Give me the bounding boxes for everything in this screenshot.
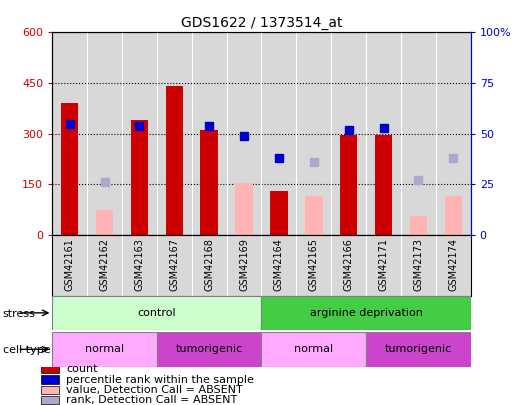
Bar [166,86,183,235]
Text: stress: stress [3,309,36,319]
Bar [235,183,253,235]
Bar [52,296,262,330]
Text: GSM42162: GSM42162 [99,238,110,291]
Text: tumorigenic: tumorigenic [176,344,243,354]
Bar [61,103,78,235]
Bar [157,332,262,367]
Text: count: count [66,364,98,374]
Bar [340,135,357,235]
Text: tumorigenic: tumorigenic [385,344,452,354]
Text: GSM42165: GSM42165 [309,238,319,291]
Text: GSM42161: GSM42161 [65,238,75,291]
Bar [96,210,113,235]
Bar [41,375,59,384]
Bar [41,365,59,373]
Text: GSM42171: GSM42171 [379,238,389,291]
Text: normal: normal [294,344,333,354]
Bar [305,196,323,235]
Text: GSM42167: GSM42167 [169,238,179,291]
Text: rank, Detection Call = ABSENT: rank, Detection Call = ABSENT [66,395,237,405]
Text: control: control [138,308,176,318]
Text: percentile rank within the sample: percentile rank within the sample [66,375,254,385]
Bar [262,332,366,367]
Text: GSM42166: GSM42166 [344,238,354,291]
Bar [410,216,427,235]
Text: arginine deprivation: arginine deprivation [310,308,423,318]
Text: cell type: cell type [3,345,50,355]
Bar [262,296,471,330]
Title: GDS1622 / 1373514_at: GDS1622 / 1373514_at [181,16,342,30]
Text: GSM42163: GSM42163 [134,238,144,291]
Text: GSM42173: GSM42173 [413,238,424,291]
Bar [52,332,157,367]
Text: value, Detection Call = ABSENT: value, Detection Call = ABSENT [66,385,243,395]
Text: GSM42174: GSM42174 [448,238,458,291]
Bar [375,135,392,235]
Bar [41,386,59,394]
Text: normal: normal [85,344,124,354]
Bar [131,120,148,235]
Bar [445,196,462,235]
Text: GSM42164: GSM42164 [274,238,284,291]
Bar [41,396,59,404]
Bar [366,332,471,367]
Text: GSM42168: GSM42168 [204,238,214,291]
Bar [270,191,288,235]
Bar [200,130,218,235]
Text: GSM42169: GSM42169 [239,238,249,291]
